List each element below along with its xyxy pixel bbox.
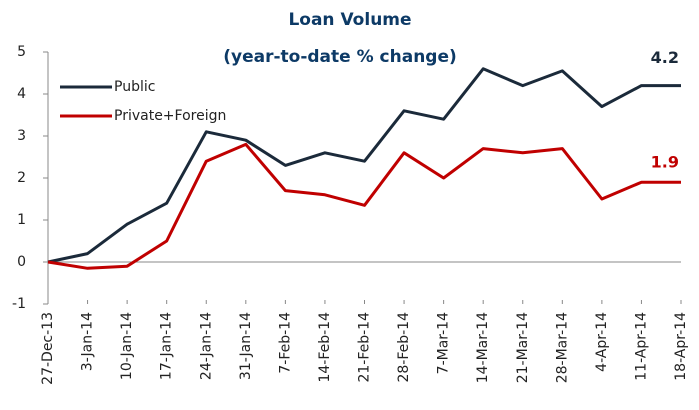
x-tick-label: 10-Jan-14	[119, 312, 135, 380]
x-tick-label: 31-Jan-14	[238, 312, 254, 380]
x-tick-label: 24-Jan-14	[198, 312, 214, 380]
x-tick-label: 18-Apr-14	[673, 312, 689, 381]
y-tick-label: 2	[17, 170, 26, 186]
x-tick-label: 4-Apr-14	[594, 312, 610, 372]
x-tick-label: 28-Mar-14	[554, 312, 570, 383]
data-label: 1.9	[651, 153, 679, 172]
x-tick-label: 21-Mar-14	[515, 312, 531, 383]
chart-title: Loan Volume	[288, 10, 411, 30]
x-tick-label: 11-Apr-14	[633, 312, 649, 381]
legend-label: Public	[114, 79, 155, 95]
chart-subtitle: (year-to-date % change)	[223, 47, 457, 67]
x-tick-label: 28-Feb-14	[396, 312, 412, 383]
y-tick-label: -1	[12, 296, 26, 312]
legend-label: Private+Foreign	[114, 108, 226, 124]
series-line	[47, 142, 681, 270]
x-tick-label: 17-Jan-14	[159, 312, 175, 380]
x-tick-label: 7-Feb-14	[277, 312, 293, 374]
y-tick-label: 0	[17, 254, 26, 270]
y-tick-label: 5	[17, 44, 26, 60]
series-line	[47, 67, 681, 264]
y-tick-label: 4	[17, 86, 26, 102]
x-tick-label: 7-Mar-14	[436, 312, 452, 374]
x-tick-label: 14-Feb-14	[317, 312, 333, 383]
x-tick-label: 27-Dec-13	[40, 312, 56, 385]
data-label: 4.2	[651, 48, 679, 67]
x-tick-label: 14-Mar-14	[475, 312, 491, 383]
y-tick-label: 1	[17, 212, 26, 228]
y-tick-label: 3	[17, 128, 26, 144]
x-tick-label: 3-Jan-14	[80, 312, 96, 371]
x-tick-label: 21-Feb-14	[357, 312, 373, 383]
